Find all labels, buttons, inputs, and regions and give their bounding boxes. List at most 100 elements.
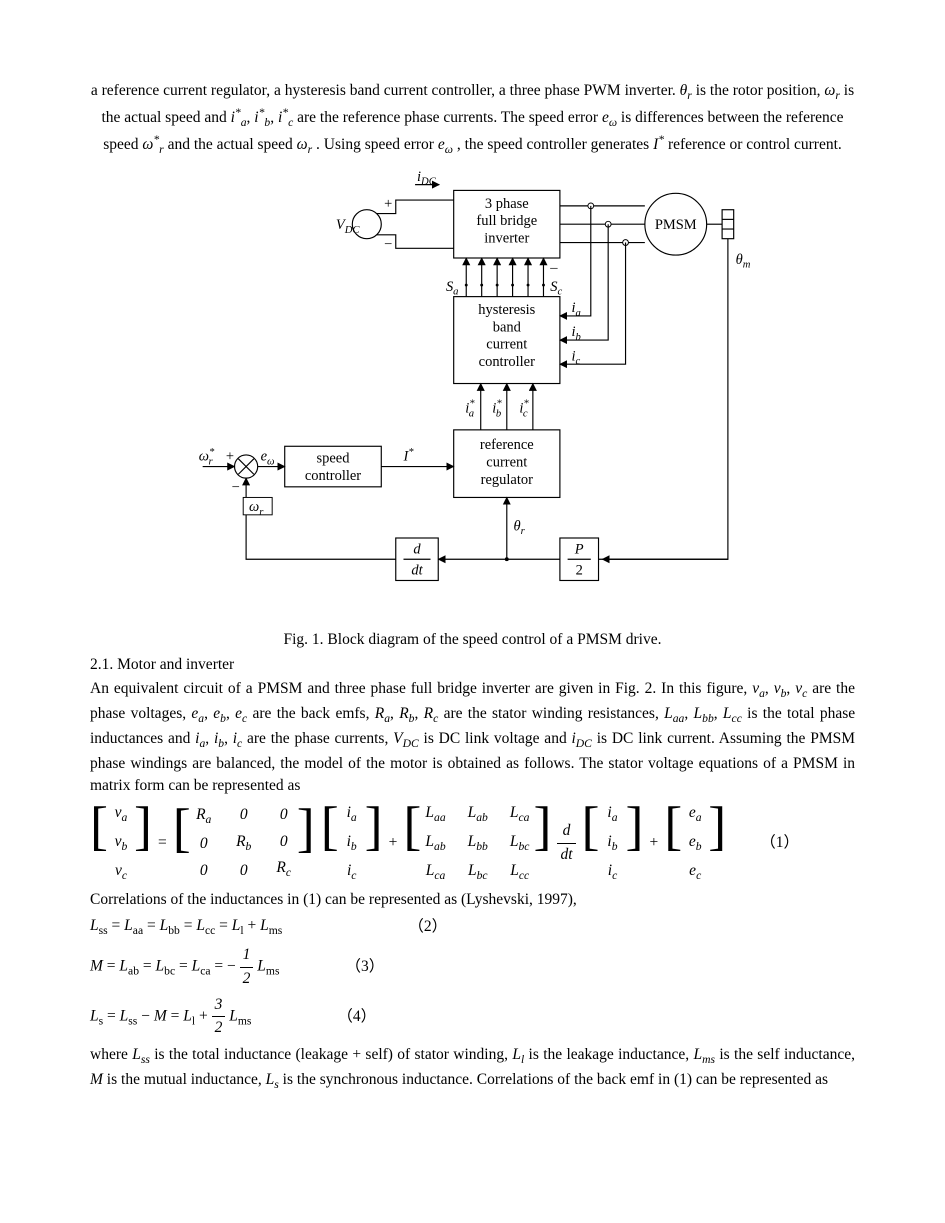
- where-paragraph: where Lss is the total inductance (leaka…: [90, 1044, 855, 1094]
- text: is the rotor position,: [696, 82, 825, 99]
- Lcc: Lcc: [723, 705, 742, 722]
- matrix-i-1: [ ia ib ic ]: [321, 802, 383, 885]
- text: ,: [204, 705, 213, 722]
- omega-r-star: ω*r: [142, 136, 163, 153]
- Ll: Ll: [512, 1046, 524, 1063]
- ib-star-label: i*b: [492, 399, 502, 420]
- matrix-R: [ Ra 0 0 0 Rb 0 0 0 Rc ]: [173, 804, 315, 882]
- text: are the stator winding resistances,: [444, 705, 665, 722]
- motor-inverter-paragraph: An equivalent circuit of a PMSM and thre…: [90, 678, 855, 798]
- Lbb: Lbb: [694, 705, 714, 722]
- eq-number-3: （3）: [345, 956, 384, 978]
- plus: +: [389, 832, 398, 854]
- block-diagram: .bx { fill:#fff; stroke:#000; stroke-wid…: [193, 171, 753, 625]
- text: is the leakage inductance,: [529, 1046, 694, 1063]
- theta-r-label: θr: [513, 518, 525, 537]
- eb: eb: [213, 705, 226, 722]
- inverter-label-2: full bridge: [476, 213, 537, 229]
- text: . Using speed error: [316, 136, 438, 153]
- d-label: d: [413, 542, 421, 558]
- speed-label-2: controller: [304, 468, 360, 484]
- text: ,: [224, 730, 233, 747]
- hysteresis-label-2: band: [492, 320, 521, 336]
- I-star: I*: [653, 136, 664, 153]
- text: is the total inductance (leakage + self)…: [154, 1046, 512, 1063]
- Ra: Ra: [375, 705, 390, 722]
- text: are the reference phase currents. The sp…: [297, 109, 602, 126]
- two-label: 2: [575, 563, 582, 579]
- Laa: Laa: [664, 705, 684, 722]
- text: ,: [414, 705, 423, 722]
- correlations-text: Correlations of the inductances in (1) c…: [90, 889, 855, 911]
- text: is the self inductance,: [719, 1046, 855, 1063]
- matrix-L: [ Laa Lab Lca Lab Lbb Lbc Lca Lbc Lcc ]: [403, 802, 551, 885]
- eq-number-2: （2）: [408, 916, 447, 938]
- ea: ea: [191, 705, 204, 722]
- text: is DC link voltage and: [424, 730, 572, 747]
- Vdc: VDC: [393, 730, 419, 747]
- dt-label: dt: [411, 563, 423, 579]
- minus-label: −: [384, 236, 392, 252]
- reference-label: reference: [479, 437, 533, 453]
- matrix-v: [ va vb vc ]: [90, 802, 152, 885]
- text: ,: [765, 680, 774, 697]
- Ls: Ls: [266, 1071, 279, 1088]
- va: va: [752, 680, 765, 697]
- M: M: [90, 1071, 103, 1088]
- inverter-label: 3 phase: [484, 196, 528, 212]
- vb: vb: [774, 680, 787, 697]
- omega-r-2: ωr: [297, 136, 312, 153]
- text: are the back emfs,: [252, 705, 374, 722]
- text: and the actual speed: [168, 136, 297, 153]
- text: ,: [390, 705, 399, 722]
- text: a reference current regulator, a hystere…: [91, 82, 680, 99]
- ia: ia: [195, 730, 205, 747]
- eq-number-4: （4）: [337, 1006, 376, 1028]
- text: are the phase currents,: [247, 730, 393, 747]
- equation-4: Ls = Lss − M = Ll + 32 Lms （4）: [90, 994, 855, 1040]
- ia-star: i*a: [231, 109, 247, 126]
- Rb: Rb: [399, 705, 414, 722]
- p-label: P: [573, 542, 583, 558]
- sa-label: Sa: [445, 279, 458, 298]
- text: where: [90, 1046, 132, 1063]
- hysteresis-label-3: current: [486, 337, 527, 353]
- inverter-label-3: inverter: [484, 231, 529, 247]
- omega-r: ωr: [824, 82, 839, 99]
- text: is the mutual inductance,: [107, 1071, 266, 1088]
- text: ,: [684, 705, 693, 722]
- sc-label: Sc: [550, 279, 562, 298]
- pmsm-label: PMSM: [654, 217, 696, 233]
- reference-label-3: regulator: [480, 472, 532, 488]
- ib-star: i*b: [254, 109, 270, 126]
- text: ,: [226, 705, 235, 722]
- plus-label-2: +: [225, 449, 233, 465]
- equation-2: Lss = Laa = Lbb = Lcc = Ll + Lms （2）: [90, 915, 855, 940]
- reference-label-2: current: [486, 455, 527, 471]
- e-omega-label: eω: [260, 449, 274, 468]
- plus-2: +: [649, 832, 658, 854]
- intro-paragraph: a reference current regulator, a hystere…: [90, 80, 855, 159]
- figure-caption: Fig. 1. Block diagram of the speed contr…: [90, 629, 855, 651]
- equals: =: [158, 832, 167, 854]
- theta-r: θr: [680, 82, 692, 99]
- Lss: Lss: [132, 1046, 150, 1063]
- ic-star: i*c: [278, 109, 293, 126]
- text: is the synchronous inductance. Correlati…: [283, 1071, 828, 1088]
- text: An equivalent circuit of a PMSM and thre…: [90, 680, 752, 697]
- text: ,: [205, 730, 214, 747]
- vc: vc: [795, 680, 807, 697]
- ddt: d dt: [557, 820, 575, 866]
- Rc: Rc: [424, 705, 439, 722]
- equation-1: [ va vb vc ] = [ Ra 0 0 0 Rb 0 0 0 Rc: [90, 802, 855, 885]
- text: ,: [786, 680, 795, 697]
- text: , the speed controller generates: [457, 136, 653, 153]
- matrix-i-2: [ ia ib ic ]: [582, 802, 644, 885]
- text: ,: [714, 705, 723, 722]
- ic: ic: [233, 730, 242, 747]
- load-icon: [722, 210, 734, 239]
- ec: ec: [235, 705, 247, 722]
- text: reference or control current.: [668, 136, 842, 153]
- ia-star-label: i*a: [465, 399, 475, 420]
- minus-label-2: −: [231, 480, 239, 496]
